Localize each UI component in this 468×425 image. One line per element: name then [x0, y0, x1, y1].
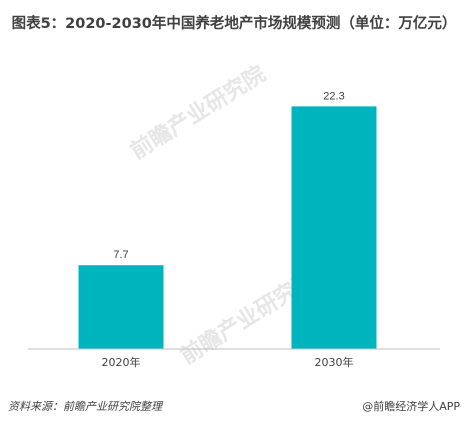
- chart-title: 图表5：2020-2030年中国养老地产市场规模预测（单位：万亿元）: [11, 16, 457, 32]
- bar-0: [78, 265, 164, 349]
- bar-1: [291, 106, 377, 349]
- source-note: 资料来源：前瞻产业研究院整理: [8, 400, 162, 413]
- data-label-0: 7.7: [113, 249, 128, 261]
- brand-credit: @前瞻经济学人APP: [362, 400, 460, 413]
- footer: 资料来源：前瞻产业研究院整理 @前瞻经济学人APP: [8, 398, 460, 416]
- x-tick-label-1: 2030年: [315, 355, 354, 369]
- data-label-1: 22.3: [323, 90, 344, 102]
- x-tick-label-0: 2020年: [102, 355, 141, 369]
